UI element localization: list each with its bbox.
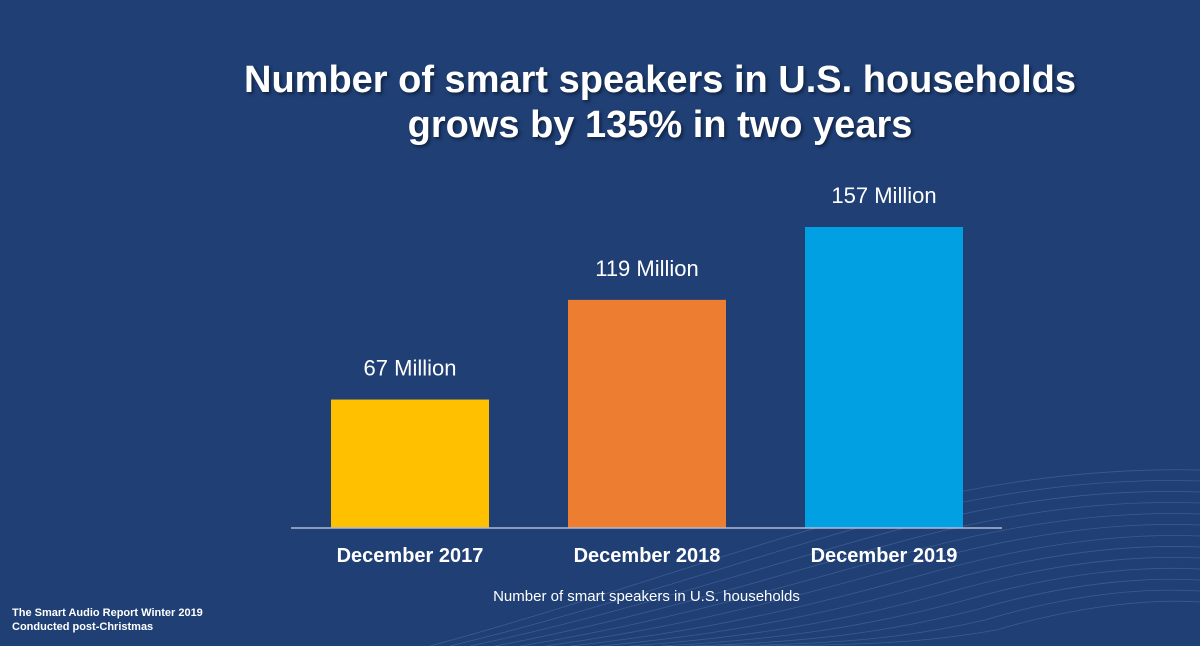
- chart-title-line-2: grows by 135% in two years: [407, 104, 913, 146]
- data-label: 67 Million: [364, 356, 457, 381]
- data-label: 119 Million: [595, 256, 699, 281]
- x-tick-label: December 2018: [574, 545, 721, 567]
- bar: [805, 227, 963, 528]
- conducted-note: Conducted post-Christmas: [12, 621, 154, 633]
- x-tick-label: December 2019: [811, 545, 958, 567]
- source-note: The Smart Audio Report Winter 2019: [12, 607, 203, 619]
- x-axis-label: Number of smart speakers in U.S. househo…: [493, 588, 800, 605]
- x-tick-label: December 2017: [337, 545, 484, 567]
- chart-title: Number of smart speakers in U.S. househo…: [150, 58, 1170, 148]
- chart-title-line-1: Number of smart speakers in U.S. househo…: [244, 59, 1076, 101]
- bar: [568, 299, 726, 528]
- data-label: 157 Million: [831, 183, 936, 208]
- bar: [331, 399, 489, 528]
